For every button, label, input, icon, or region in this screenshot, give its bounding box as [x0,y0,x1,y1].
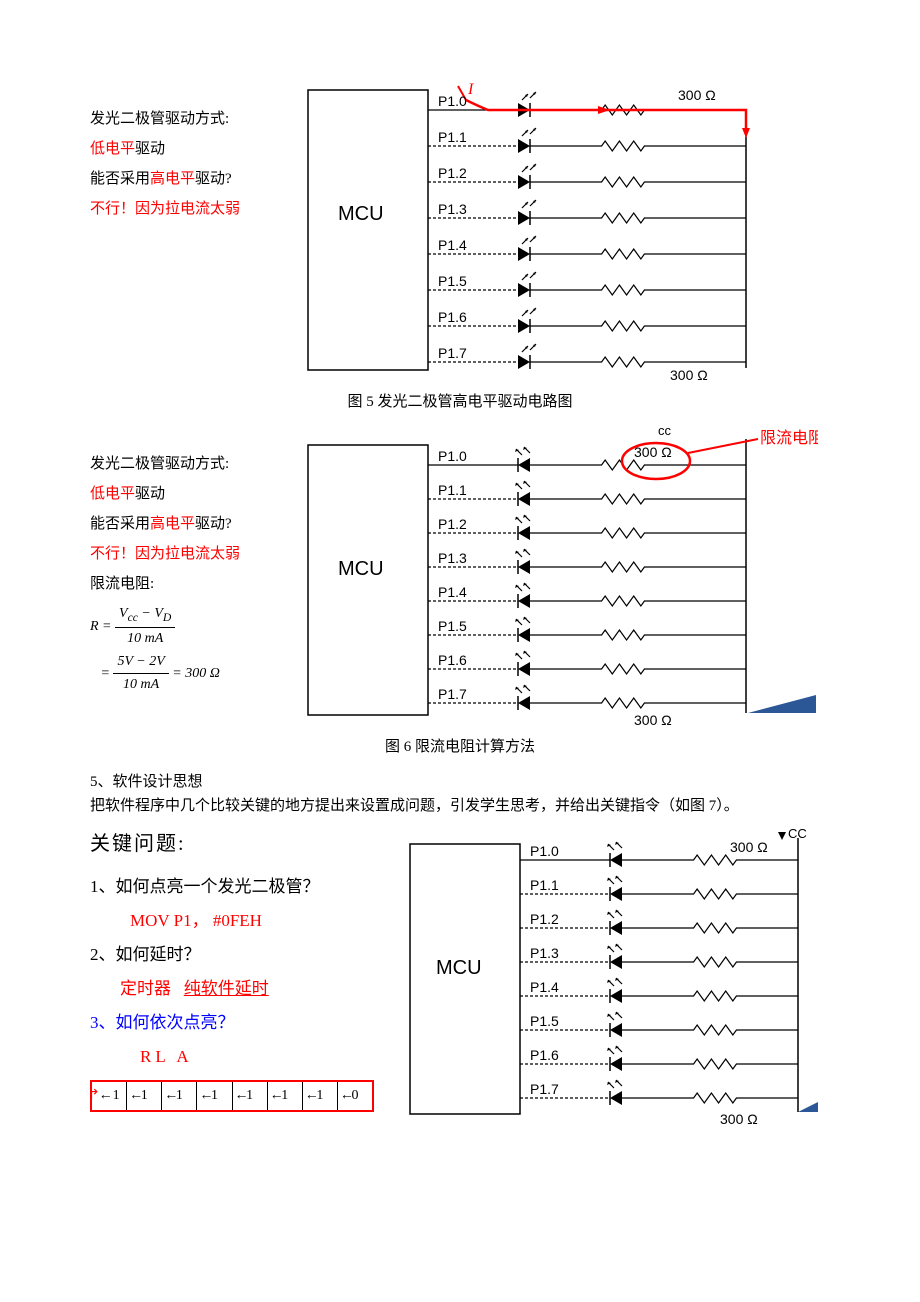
bit-cell: ↱←1 [92,1082,127,1110]
bit-cell: ←1 [162,1082,197,1110]
questions: 关键问题: 1、如何点亮一个发光二极管？ MOV P1， #0FEH 2、如何延… [90,824,390,1112]
bit-row: ↱←1←1←1←1←1←1←1←0 [90,1080,374,1112]
svg-text:300 Ω: 300 Ω [634,712,672,725]
svg-text:P1.6: P1.6 [438,309,467,325]
svg-text:P1.7: P1.7 [438,686,467,702]
a1: MOV P1， #0FEH [90,904,390,938]
svg-text:P1.5: P1.5 [530,1013,559,1029]
fig7-circuit: MCU CC P1.0P1.1P1.2P1.3P1.4P1.5P1.6P1.7 … [400,824,820,1124]
svg-text:P1.2: P1.2 [530,911,559,927]
figure-6-block: 发光二极管驱动方式: 低电平驱动 能否采用高电平驱动? 不行！因为拉电流太弱 限… [90,425,830,725]
svg-text:限流电阻: 限流电阻 [760,429,818,447]
svg-text:P1.1: P1.1 [530,877,559,893]
fig6-formula: R = Vcc − VD 10 mA = 5V − 2V 10 mA = 300… [90,603,290,697]
svg-text:cc: cc [658,425,672,438]
svg-text:I: I [467,81,474,98]
a3: RL A [90,1040,390,1074]
fig6-side-text: 发光二极管驱动方式: 低电平驱动 能否采用高电平驱动? 不行！因为拉电流太弱 限… [90,425,290,697]
svg-text:P1.0: P1.0 [530,843,559,859]
bit-cell: ←0 [338,1082,372,1110]
svg-text:P1.3: P1.3 [438,201,467,217]
fig5-line4: 不行！因为拉电流太弱 [90,194,290,224]
fig6-line2: 低电平驱动 [90,479,290,509]
figure-7-block: 关键问题: 1、如何点亮一个发光二极管？ MOV P1， #0FEH 2、如何延… [90,824,830,1124]
fig5-line3: 能否采用高电平驱动? [90,164,290,194]
svg-text:P1.6: P1.6 [530,1047,559,1063]
fig6-line1: 发光二极管驱动方式: [90,449,290,479]
fig5-line2: 低电平驱动 [90,134,290,164]
bit-cell: ←1 [233,1082,268,1110]
fig6-caption: 图 6 限流电阻计算方法 [90,735,830,756]
fig6-line4: 不行！因为拉电流太弱 [90,539,290,569]
svg-text:P1.3: P1.3 [530,945,559,961]
svg-text:P1.7: P1.7 [530,1081,559,1097]
figure-5-block: 发光二极管驱动方式: 低电平驱动 能否采用高电平驱动? 不行！因为拉电流太弱 M… [90,80,830,380]
svg-text:P1.3: P1.3 [438,550,467,566]
fig5-circuit: MCU I P1.0 P1.1 P1.2 P1.3 P1.4 P1.5 P1.6 P1.7 3… [298,80,768,380]
svg-text:P1.2: P1.2 [438,516,467,532]
svg-text:P1.5: P1.5 [438,618,467,634]
bit-cell: ←1 [303,1082,338,1110]
bit-cell: ←1 [268,1082,303,1110]
section5-body: 把软件程序中几个比较关键的地方提出来设置成问题，引发学生思考，并给出关键指令（如… [90,794,830,818]
svg-text:P1.1: P1.1 [438,129,467,145]
section5-heading: 5、软件设计思想 [90,770,830,794]
q3: 3、如何依次点亮？ [90,1006,390,1040]
fig6-circuit: MCU cc P1.0P1.1P1.2P1.3P1.4P1.5P1.6P1.7 … [298,425,818,725]
svg-text:P1.4: P1.4 [438,584,467,600]
svg-text:MCU: MCU [436,957,482,979]
svg-text:P1.5: P1.5 [438,273,467,289]
q2: 2、如何延时？ [90,938,390,972]
svg-text:300 Ω: 300 Ω [678,87,716,103]
svg-text:P1.7: P1.7 [438,345,467,361]
svg-text:300 Ω: 300 Ω [670,367,708,380]
svg-text:MCU: MCU [338,558,384,580]
q1: 1、如何点亮一个发光二极管？ [90,870,390,904]
svg-text:P1.4: P1.4 [530,979,559,995]
fig6-line5: 限流电阻: [90,569,290,599]
svg-text:P1.0: P1.0 [438,448,467,464]
svg-text:300 Ω: 300 Ω [720,1111,758,1124]
svg-text:P1.2: P1.2 [438,165,467,181]
svg-text:P1.6: P1.6 [438,652,467,668]
fig6-line3: 能否采用高电平驱动? [90,509,290,539]
fig5-line1: 发光二极管驱动方式: [90,104,290,134]
svg-text:MCU: MCU [338,203,384,225]
bit-cell: ←1 [197,1082,232,1110]
a2: 定时器 纯软件延时 [90,972,390,1006]
svg-text:P1.4: P1.4 [438,237,467,253]
svg-text:300 Ω: 300 Ω [730,839,768,855]
svg-text:P1.0: P1.0 [438,93,467,109]
fig5-caption: 图 5 发光二极管高电平驱动电路图 [90,390,830,411]
svg-text:P1.1: P1.1 [438,482,467,498]
fig5-side-text: 发光二极管驱动方式: 低电平驱动 能否采用高电平驱动? 不行！因为拉电流太弱 [90,80,290,224]
q-title: 关键问题: [90,824,390,864]
bit-cell: ←1 [127,1082,162,1110]
